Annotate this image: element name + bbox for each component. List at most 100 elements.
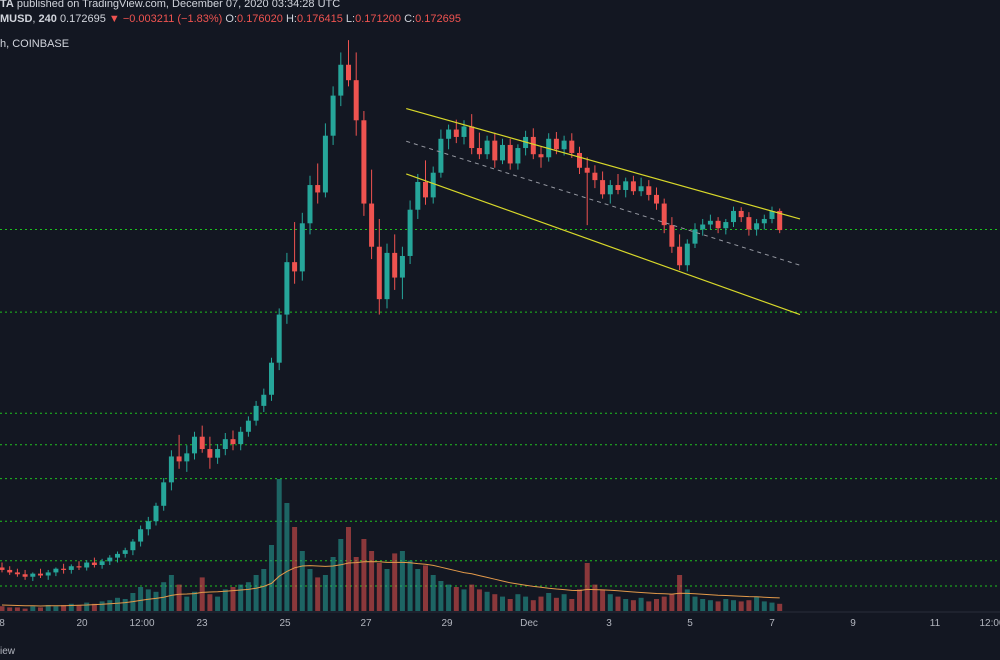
channel-upper-line[interactable] xyxy=(406,107,801,220)
candle[interactable] xyxy=(38,568,43,578)
candle[interactable] xyxy=(692,223,698,248)
candle[interactable] xyxy=(269,357,274,401)
candle[interactable] xyxy=(168,450,174,491)
candle[interactable] xyxy=(91,557,97,568)
channel-lower-line[interactable] xyxy=(406,173,801,316)
candle[interactable] xyxy=(638,177,644,197)
candle[interactable] xyxy=(731,206,736,227)
candle[interactable] xyxy=(161,478,167,511)
candle[interactable] xyxy=(777,208,783,234)
candle[interactable] xyxy=(646,180,652,201)
candle[interactable] xyxy=(430,166,436,204)
candle[interactable] xyxy=(415,173,421,219)
candle[interactable] xyxy=(322,123,328,198)
candle[interactable] xyxy=(53,567,59,577)
candle[interactable] xyxy=(715,217,721,234)
candle[interactable] xyxy=(222,433,228,456)
candle[interactable] xyxy=(515,144,521,170)
candle[interactable] xyxy=(423,160,428,205)
candle[interactable] xyxy=(199,425,205,453)
candle[interactable] xyxy=(192,431,197,460)
candle[interactable] xyxy=(592,165,598,189)
candle[interactable] xyxy=(145,516,151,536)
candle[interactable] xyxy=(84,560,90,571)
candle[interactable] xyxy=(392,234,398,290)
candle[interactable] xyxy=(761,214,767,230)
candle[interactable] xyxy=(507,138,513,170)
candle[interactable] xyxy=(584,157,590,226)
candle[interactable] xyxy=(561,135,567,156)
candle[interactable] xyxy=(30,572,36,582)
candle[interactable] xyxy=(130,539,136,556)
candle[interactable] xyxy=(623,177,629,198)
candle[interactable] xyxy=(707,214,713,230)
candle[interactable] xyxy=(292,222,298,284)
candle[interactable] xyxy=(307,175,313,235)
candle[interactable] xyxy=(723,218,729,235)
candle[interactable] xyxy=(438,129,444,178)
candle[interactable] xyxy=(261,388,267,413)
candle[interactable] xyxy=(346,40,351,87)
candle[interactable] xyxy=(276,308,282,371)
candle[interactable] xyxy=(207,436,213,469)
candle[interactable] xyxy=(315,163,321,204)
candle[interactable] xyxy=(330,86,336,145)
candle[interactable] xyxy=(384,243,390,309)
candle[interactable] xyxy=(569,133,575,158)
candle[interactable] xyxy=(99,558,105,569)
candle[interactable] xyxy=(153,502,159,526)
symbol-name[interactable]: MUSD xyxy=(0,13,33,25)
candle[interactable] xyxy=(746,212,752,236)
candle[interactable] xyxy=(654,187,659,210)
candle[interactable] xyxy=(661,198,667,234)
candle[interactable] xyxy=(7,566,13,575)
candle[interactable] xyxy=(538,146,544,168)
candle[interactable] xyxy=(284,252,290,324)
candle[interactable] xyxy=(122,547,128,558)
candle[interactable] xyxy=(677,234,683,271)
candle[interactable] xyxy=(0,562,5,573)
candle[interactable] xyxy=(115,551,120,563)
candle[interactable] xyxy=(61,563,67,574)
candle[interactable] xyxy=(299,212,305,281)
candle[interactable] xyxy=(176,434,182,469)
candle[interactable] xyxy=(577,146,582,174)
candle[interactable] xyxy=(754,218,760,236)
candle[interactable] xyxy=(700,218,706,236)
candle[interactable] xyxy=(68,564,74,574)
candle[interactable] xyxy=(353,52,359,136)
candle[interactable] xyxy=(453,119,459,144)
candle[interactable] xyxy=(476,132,482,160)
candle[interactable] xyxy=(230,430,236,451)
candle[interactable] xyxy=(669,217,675,253)
candle[interactable] xyxy=(14,568,20,577)
candle[interactable] xyxy=(446,124,452,150)
candle[interactable] xyxy=(769,206,775,224)
candle[interactable] xyxy=(600,171,606,199)
candle[interactable] xyxy=(738,207,744,223)
candle[interactable] xyxy=(76,561,82,570)
descending-channel[interactable] xyxy=(406,107,801,316)
candle[interactable] xyxy=(630,175,636,195)
candle[interactable] xyxy=(215,444,221,464)
candle[interactable] xyxy=(492,132,498,168)
candle[interactable] xyxy=(245,416,251,437)
candle[interactable] xyxy=(369,169,375,260)
candle[interactable] xyxy=(238,426,244,451)
candle[interactable] xyxy=(253,400,259,426)
interval[interactable]: 240 xyxy=(38,13,57,25)
candle[interactable] xyxy=(469,114,475,155)
candle[interactable] xyxy=(22,569,28,580)
candle[interactable] xyxy=(138,525,144,547)
candle[interactable] xyxy=(500,138,505,165)
candle[interactable] xyxy=(607,180,613,204)
candle[interactable] xyxy=(361,111,367,216)
candle[interactable] xyxy=(615,173,621,195)
candle[interactable] xyxy=(399,246,405,300)
candle[interactable] xyxy=(184,445,190,472)
channel-midline[interactable] xyxy=(406,140,801,266)
candle[interactable] xyxy=(407,200,413,264)
candle[interactable] xyxy=(684,239,690,272)
candle[interactable] xyxy=(484,135,490,160)
